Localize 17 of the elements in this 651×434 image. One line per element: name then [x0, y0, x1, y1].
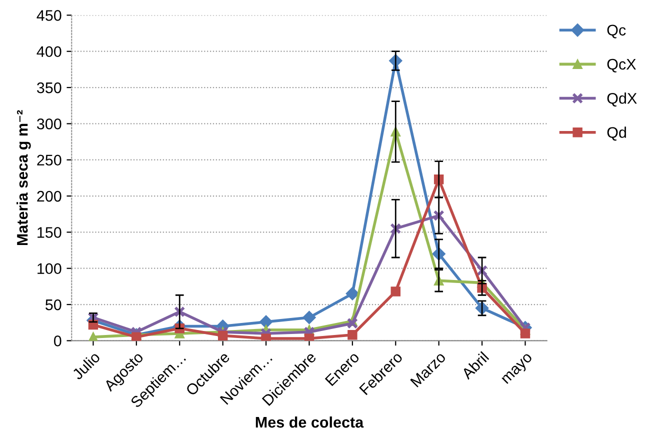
y-tick-label: 50	[46, 299, 62, 310]
legend-label: Qd	[607, 126, 626, 141]
y-tick-label: 200	[37, 190, 62, 202]
y-tick-label: 300	[36, 118, 62, 130]
y-tick-label: 0	[54, 336, 62, 346]
y-tick-label: 150	[38, 227, 62, 238]
legend-label: Qc	[607, 24, 626, 38]
legend-label: QcX	[607, 58, 636, 72]
legend-label: QdX	[607, 92, 637, 107]
y-tick-label: 250	[37, 154, 62, 166]
y-tick-label: 350	[36, 82, 62, 94]
x-tick-label: Julio	[71, 350, 101, 380]
y-tick-label: 450	[36, 10, 62, 21]
y-axis-title: Materia seca g m⁻²	[16, 110, 31, 246]
x-axis-title: Mes de colecta	[256, 416, 364, 428]
y-tick-label: 100	[38, 263, 62, 274]
y-tick-label: 400	[36, 46, 62, 58]
